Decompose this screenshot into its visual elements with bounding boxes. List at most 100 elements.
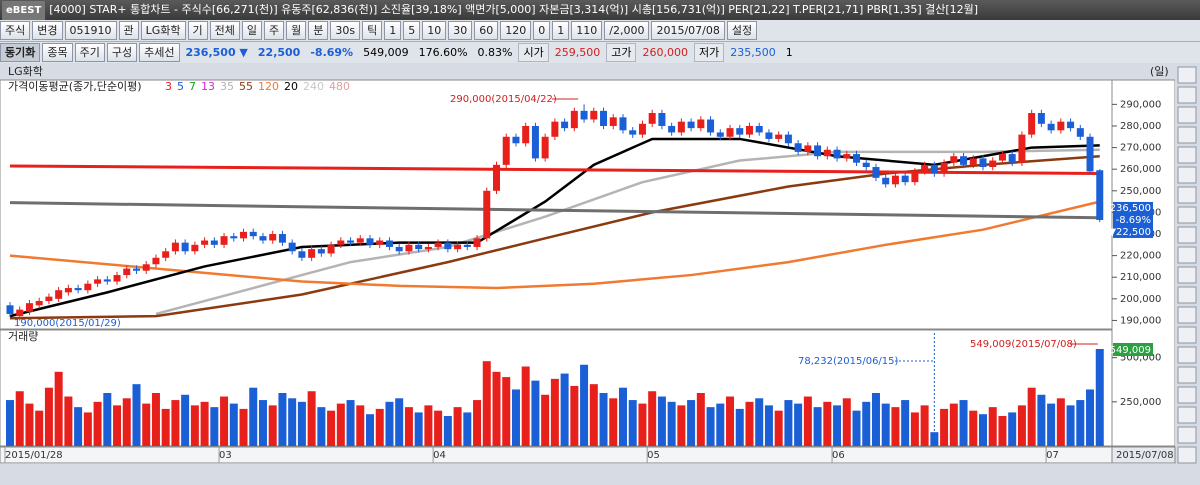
volume-bar [716,403,725,446]
toolbar-button[interactable]: 동기화 [0,43,41,62]
toolbar-item[interactable]: 관 [118,21,139,40]
x-tick-label: 03 [219,450,232,461]
candle-body [629,130,637,135]
toolbar-item[interactable]: 0 [533,21,551,40]
y-tick-label: 250,000 [1120,186,1161,197]
candle-body [337,240,345,245]
volume-bar [249,387,258,446]
candle-body [512,136,520,144]
toolbar-item[interactable]: 1 [552,21,570,40]
volume-bar [930,432,939,446]
panel-header [0,63,1175,80]
candle-body [454,244,462,250]
candle-body [1067,121,1075,129]
toolbar-item[interactable]: 월 [286,21,307,40]
quote-field: 0.83% [477,46,513,59]
ma-line [155,148,1100,316]
toolbar-button[interactable]: 종목 [42,43,73,62]
candle-body [84,283,92,291]
volume-bar [648,391,657,446]
toolbar-item[interactable]: 30 [448,21,473,40]
ma-title: 가격이동평균(종가,단순이평) [8,80,142,93]
candle-body [25,303,33,312]
volume-bar [181,394,190,446]
toolbar-item[interactable]: 5 [403,21,421,40]
candle-body [308,249,316,258]
volume-bar [414,412,423,446]
volume-bar [443,415,452,446]
toolbar-item[interactable]: 120 [500,21,532,40]
volume-bar [1047,403,1056,446]
candle-body [590,110,598,120]
candle-body [911,171,919,183]
toolbar-item[interactable]: 1 [384,21,402,40]
volume-bar [696,393,705,446]
ma-line [9,137,1100,318]
candle-body [823,149,831,157]
candle-body [171,242,179,252]
candle-body [950,156,958,163]
annotation: 290,000(2015/04/22) [450,94,557,105]
volume-bar [657,396,666,446]
toolbar: 주식 변경 051910 관 LG화학 기 전체 일 주 월 분 30s 틱 1 5 10 30 60 120 0 1 1… [0,20,1200,42]
candle-body [580,110,588,120]
candle-body [1037,113,1045,124]
candle-body [35,300,43,306]
toolbar-item[interactable]: 틱 [362,21,383,40]
volume-bar [823,401,832,446]
toolbar-item[interactable]: 주 [264,21,285,40]
toolbar-button[interactable]: 구성 [106,43,138,62]
candle-body [745,125,753,135]
toolbar-item[interactable]: 기 [187,21,208,40]
toolbar-item[interactable]: 주식 [0,21,31,40]
candle-body [638,123,646,135]
toolbar-item[interactable]: 설정 [726,21,758,40]
toolbar-item[interactable]: 051910 [64,21,117,40]
candle-body [6,305,14,314]
annotation: 190,000(2015/01/29) [14,318,121,329]
toolbar-item[interactable]: 60 [474,21,499,40]
toolbar-item[interactable]: 110 [571,21,603,40]
candle-body [979,158,987,168]
annotation: 549,009(2015/07/08) [970,339,1077,350]
candle-body [259,236,267,241]
toolbar-item[interactable]: LG화학 [140,21,186,40]
quote-field: 549,009 [363,46,409,59]
toolbar-item[interactable]: 10 [422,21,447,40]
toolbar-item[interactable]: 분 [308,21,329,40]
candle-body [55,290,63,299]
volume-bar [940,408,949,446]
quote-field: 260,000 [642,46,688,59]
quote-field: 176.60% [418,46,468,59]
candle-body [385,240,393,247]
toolbar-item[interactable]: 30s [330,21,361,40]
candle-body [181,242,189,252]
volume-bar [190,405,199,446]
toolbar-item[interactable]: 일 [241,21,263,40]
candle-body [473,238,481,247]
toolbar-item[interactable]: /2,000 [604,21,650,40]
toolbar-item[interactable]: 전체 [209,21,240,40]
y-tick-label: 190,000 [1120,315,1161,326]
volume-bar [959,400,968,446]
volume-bar [258,400,267,446]
candle-body [930,164,938,174]
candle-body [1047,123,1055,131]
candle-body [463,244,471,247]
toolbar-button[interactable]: 추세선 [139,43,180,62]
quote-field: 259,500 [554,46,601,59]
quote-field: 22,500 [257,46,301,59]
y-axis-area [1111,79,1176,447]
toolbar-button[interactable]: 주기 [74,43,105,62]
volume-bar [541,394,550,446]
quote-field: 시가 [518,43,549,62]
volume-bar [1017,405,1026,446]
volume-bar [463,412,472,446]
toolbar-item[interactable]: 2015/07/08 [651,21,725,40]
candle-body [882,177,890,185]
candle-body [269,234,277,241]
candle-body [969,158,977,165]
toolbar-item[interactable]: 변경 [32,21,63,40]
candle-body [288,242,296,252]
